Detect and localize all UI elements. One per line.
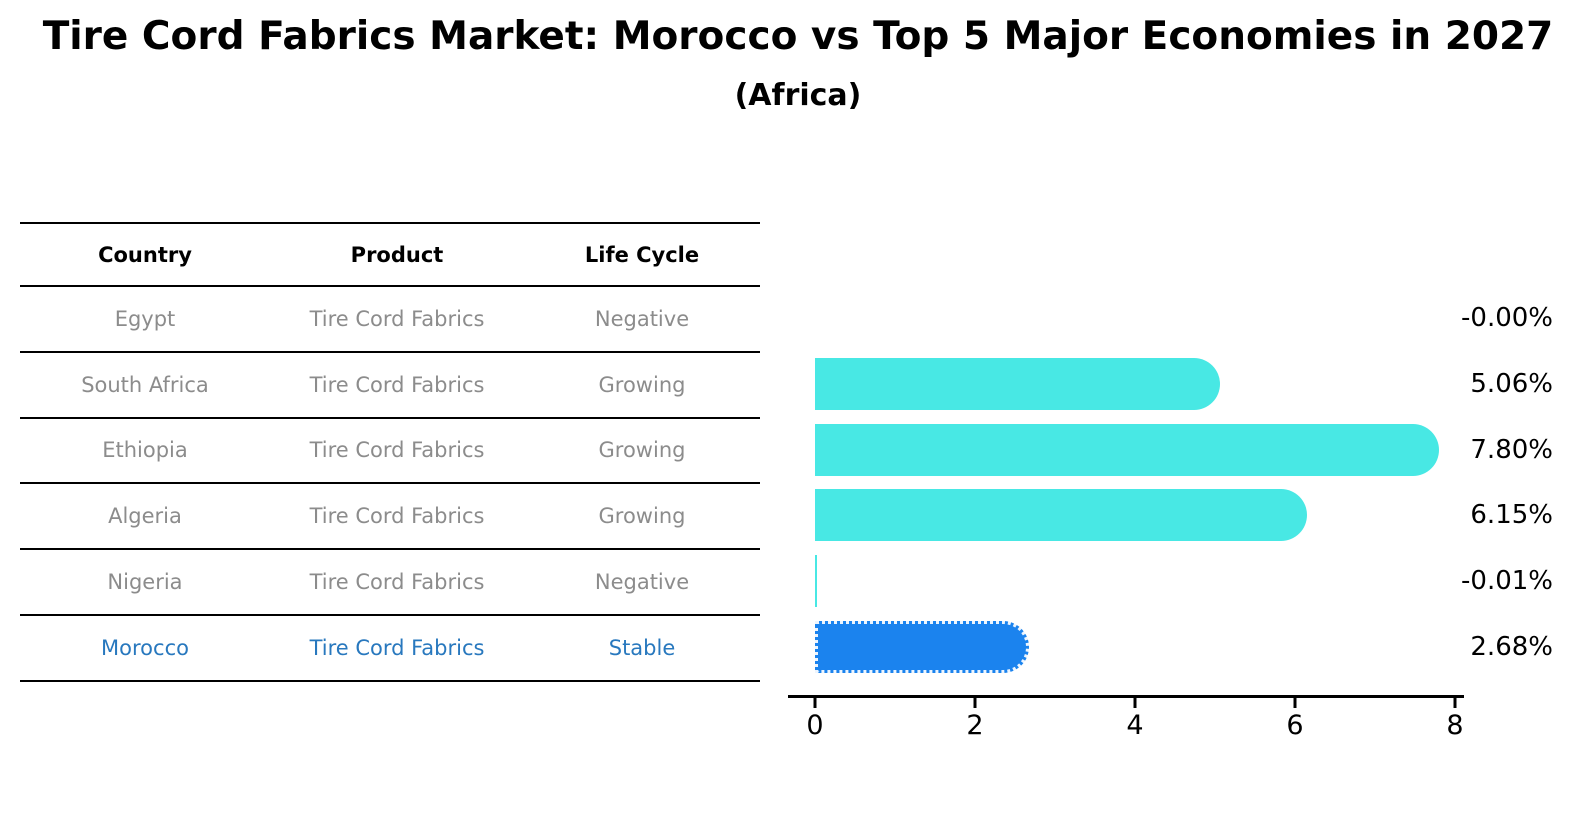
- cell-country: Nigeria: [107, 570, 183, 595]
- cell-country: Egypt: [114, 306, 176, 331]
- bar-algeria: [815, 489, 1307, 542]
- header-product: Product: [350, 242, 444, 267]
- cell-product: Tire Cord Fabrics: [309, 306, 485, 331]
- x-axis-tick: [813, 698, 817, 708]
- bar-value-label: -0.00%: [1461, 302, 1553, 333]
- x-axis-tick-label: 2: [966, 710, 984, 741]
- cell-product: Tire Cord Fabrics: [309, 504, 485, 529]
- x-axis-tick: [1133, 698, 1137, 708]
- x-axis-tick: [973, 698, 977, 708]
- bar-value-label: 5.06%: [1470, 368, 1553, 399]
- cell-life-cycle: Growing: [598, 438, 686, 463]
- cell-product: Tire Cord Fabrics: [309, 438, 485, 463]
- bar-value-label: -0.01%: [1461, 566, 1553, 597]
- cell-life-cycle: Growing: [598, 372, 686, 397]
- x-axis-line: [788, 695, 1464, 698]
- x-axis-tick-label: 8: [1446, 710, 1464, 741]
- cell-life-cycle: Growing: [598, 504, 686, 529]
- chart-subtitle: (Africa): [734, 78, 862, 113]
- bar-value-label: 2.68%: [1470, 632, 1553, 663]
- cell-country: Morocco: [101, 635, 189, 660]
- header-life-cycle: Life Cycle: [584, 242, 700, 267]
- table-row: South Africa Tire Cord Fabrics Growing: [20, 353, 760, 419]
- x-axis-tick: [1293, 698, 1297, 708]
- cell-life-cycle: Stable: [608, 635, 676, 660]
- bar-ethiopia: [815, 423, 1439, 476]
- bar-morocco: [815, 621, 1030, 674]
- cell-life-cycle: Negative: [594, 570, 690, 595]
- table-row: Egypt Tire Cord Fabrics Negative: [20, 287, 760, 353]
- cell-product: Tire Cord Fabrics: [309, 570, 485, 595]
- cell-product: Tire Cord Fabrics: [309, 372, 485, 397]
- chart-title: Tire Cord Fabrics Market: Morocco vs Top…: [42, 14, 1554, 59]
- cell-country: South Africa: [81, 372, 209, 397]
- x-axis-tick-label: 6: [1286, 710, 1304, 741]
- table-row: Ethiopia Tire Cord Fabrics Growing: [20, 419, 760, 485]
- table-row: Nigeria Tire Cord Fabrics Negative: [20, 550, 760, 616]
- country-table: Country Product Life Cycle Egypt Tire Co…: [20, 222, 760, 682]
- cell-country: Ethiopia: [102, 438, 188, 463]
- x-axis-tick-label: 0: [806, 710, 824, 741]
- table-row-morocco: Morocco Tire Cord Fabrics Stable: [20, 616, 760, 682]
- bar-value-label: 7.80%: [1470, 434, 1553, 465]
- cell-life-cycle: Negative: [594, 306, 690, 331]
- bar-value-label: 6.15%: [1470, 500, 1553, 531]
- table-header-row: Country Product Life Cycle: [20, 224, 760, 287]
- bar-nigeria: [815, 555, 817, 608]
- header-country: Country: [98, 242, 192, 267]
- cell-product: Tire Cord Fabrics: [309, 635, 485, 660]
- bar-south-africa: [815, 357, 1220, 410]
- table-row: Algeria Tire Cord Fabrics Growing: [20, 484, 760, 551]
- x-axis-tick: [1453, 698, 1457, 708]
- x-axis-tick-label: 4: [1126, 710, 1144, 741]
- cell-country: Algeria: [108, 504, 182, 529]
